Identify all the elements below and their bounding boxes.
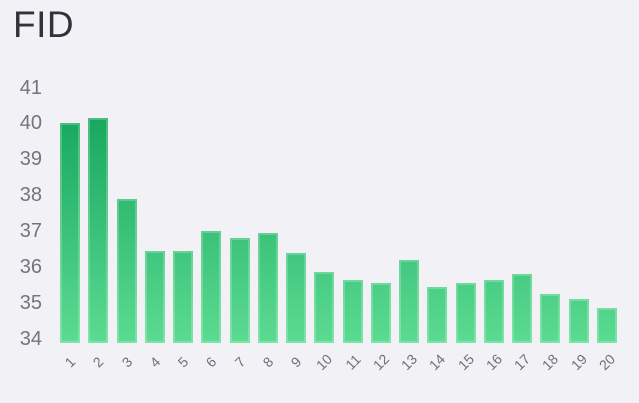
x-axis-tick-label-14: 14 <box>426 350 449 374</box>
x-axis-tick-label-1: 1 <box>61 353 79 371</box>
x-axis-tick-label-2: 2 <box>89 353 107 371</box>
bar-category-10[interactable] <box>314 272 335 344</box>
bar-category-15[interactable] <box>455 283 476 344</box>
y-axis-tick-label-35: 35 <box>19 291 42 314</box>
y-axis-tick-label-38: 38 <box>19 184 42 207</box>
x-axis-tick-label-8: 8 <box>259 353 277 371</box>
y-axis-tick-label-39: 39 <box>19 148 42 171</box>
x-axis-tick-label-10: 10 <box>313 350 336 374</box>
x-axis-tick-label-9: 9 <box>287 353 305 371</box>
bar-category-5[interactable] <box>173 250 193 344</box>
bar-category-13[interactable] <box>399 259 419 344</box>
y-axis-tick-label-36: 36 <box>19 256 42 278</box>
x-axis-tick-label-12: 12 <box>369 350 392 374</box>
x-axis-tick-label-16: 16 <box>482 350 505 374</box>
bar-category-4[interactable] <box>144 250 165 344</box>
bar-category-7[interactable] <box>229 238 250 344</box>
bar-category-12[interactable] <box>370 283 391 344</box>
bar-category-18[interactable] <box>540 293 561 344</box>
chart-title: FID <box>13 4 75 45</box>
bar-category-9[interactable] <box>286 252 306 344</box>
y-axis-tick-label-41: 41 <box>19 76 42 99</box>
x-axis-tick-label-20: 20 <box>595 350 618 374</box>
x-axis-tick-label-5: 5 <box>174 353 192 371</box>
bar-category-16[interactable] <box>483 279 504 344</box>
x-axis-tick-label-7: 7 <box>231 353 248 371</box>
y-axis-tick-label-34: 34 <box>19 327 42 350</box>
x-axis-tick-label-6: 6 <box>202 353 220 371</box>
bar-category-1[interactable] <box>60 123 80 344</box>
bar-category-8[interactable] <box>257 232 278 344</box>
bar-category-19[interactable] <box>568 299 589 344</box>
x-axis-tick-label-19: 19 <box>567 350 590 374</box>
y-axis-tick-label-40: 40 <box>19 112 42 135</box>
bar-category-6[interactable] <box>201 231 222 344</box>
bar-category-20[interactable] <box>596 308 617 344</box>
x-axis-tick-label-3: 3 <box>118 353 135 371</box>
bar-category-17[interactable] <box>512 274 532 344</box>
x-axis-tick-label-17: 17 <box>510 350 534 374</box>
y-axis-tick-label-37: 37 <box>19 220 42 243</box>
x-axis-tick-label-15: 15 <box>454 350 477 374</box>
bar-category-2[interactable] <box>88 118 109 344</box>
bar-category-14[interactable] <box>427 286 448 344</box>
bar-category-11[interactable] <box>342 279 363 344</box>
bar-category-3[interactable] <box>116 198 137 344</box>
x-axis-tick-label-11: 11 <box>341 351 364 373</box>
x-axis-tick-label-18: 18 <box>539 350 562 374</box>
x-axis-tick-label-13: 13 <box>397 350 421 374</box>
x-axis-tick-label-4: 4 <box>146 353 164 371</box>
